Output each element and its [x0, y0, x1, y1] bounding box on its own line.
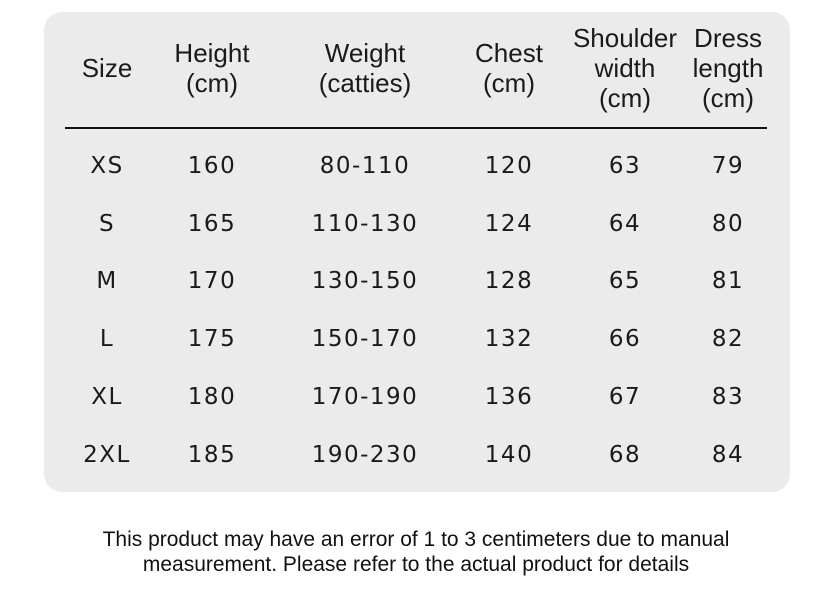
table-cell: 63 [608, 153, 642, 179]
table-cell: 136 [484, 384, 534, 410]
header-line: (catties) [318, 68, 412, 98]
header-line: (cm) [186, 68, 238, 98]
header-line: (cm) [702, 83, 754, 113]
table-cell: 185 [187, 442, 237, 468]
header-line: width [594, 53, 656, 83]
table-cell: 66 [608, 326, 642, 352]
header-line: Height [174, 38, 250, 68]
header-line: (cm) [483, 68, 535, 98]
table-cell: 132 [484, 326, 534, 352]
table-cell: 64 [608, 211, 642, 237]
table-cell: 110-130 [311, 211, 419, 237]
table-cell: 2XL [83, 442, 131, 468]
header-line: Weight [324, 38, 406, 68]
table-cell: 124 [484, 211, 534, 237]
note-line: This product may have an error of 1 to 3… [102, 528, 730, 551]
note: This product may have an error of 1 to 3… [0, 527, 832, 577]
table-cell: L [99, 326, 115, 352]
table-cell: 68 [608, 442, 642, 468]
table-cell: 84 [711, 442, 745, 468]
header-cell: Dress length (cm) [663, 18, 793, 118]
table-cell: 175 [187, 326, 237, 352]
header-rule [65, 127, 767, 129]
table-cell: 82 [711, 326, 745, 352]
table-cell: 65 [608, 268, 642, 294]
size-table-panel [44, 12, 790, 492]
header-line: (cm) [599, 83, 651, 113]
table-cell: 165 [187, 211, 237, 237]
table-cell: 190-230 [311, 442, 419, 468]
header-line: Size [81, 53, 133, 83]
table-cell: 170-190 [311, 384, 419, 410]
table-cell: 128 [484, 268, 534, 294]
header-line: Dress [694, 23, 762, 53]
header-cell: Height (cm) [147, 18, 277, 118]
table-cell: S [98, 211, 116, 237]
header-line: length [692, 53, 764, 83]
table-cell: 81 [711, 268, 745, 294]
table-cell: 160 [187, 153, 237, 179]
table-cell: M [96, 268, 118, 294]
header-cell: Chest (cm) [444, 18, 574, 118]
table-cell: XL [91, 384, 123, 410]
header-line: Shoulder [572, 23, 678, 53]
table-cell: 150-170 [311, 326, 419, 352]
table-cell: 130-150 [311, 268, 419, 294]
table-cell: 79 [711, 153, 745, 179]
table-cell: 80 [711, 211, 745, 237]
table-cell: 140 [484, 442, 534, 468]
table-cell: 67 [608, 384, 642, 410]
table-cell: 120 [484, 153, 534, 179]
header-cell: Size [42, 18, 172, 118]
table-cell: 170 [187, 268, 237, 294]
table-cell: 83 [711, 384, 745, 410]
header-cell: Shoulder width (cm) [560, 18, 690, 118]
header-line: Chest [475, 38, 543, 68]
header-cell: Weight (catties) [300, 18, 430, 118]
table-cell: 80-110 [319, 153, 411, 179]
note-line: measurement. Please refer to the actual … [142, 553, 690, 576]
table-cell: 180 [187, 384, 237, 410]
table-cell: XS [90, 153, 124, 179]
